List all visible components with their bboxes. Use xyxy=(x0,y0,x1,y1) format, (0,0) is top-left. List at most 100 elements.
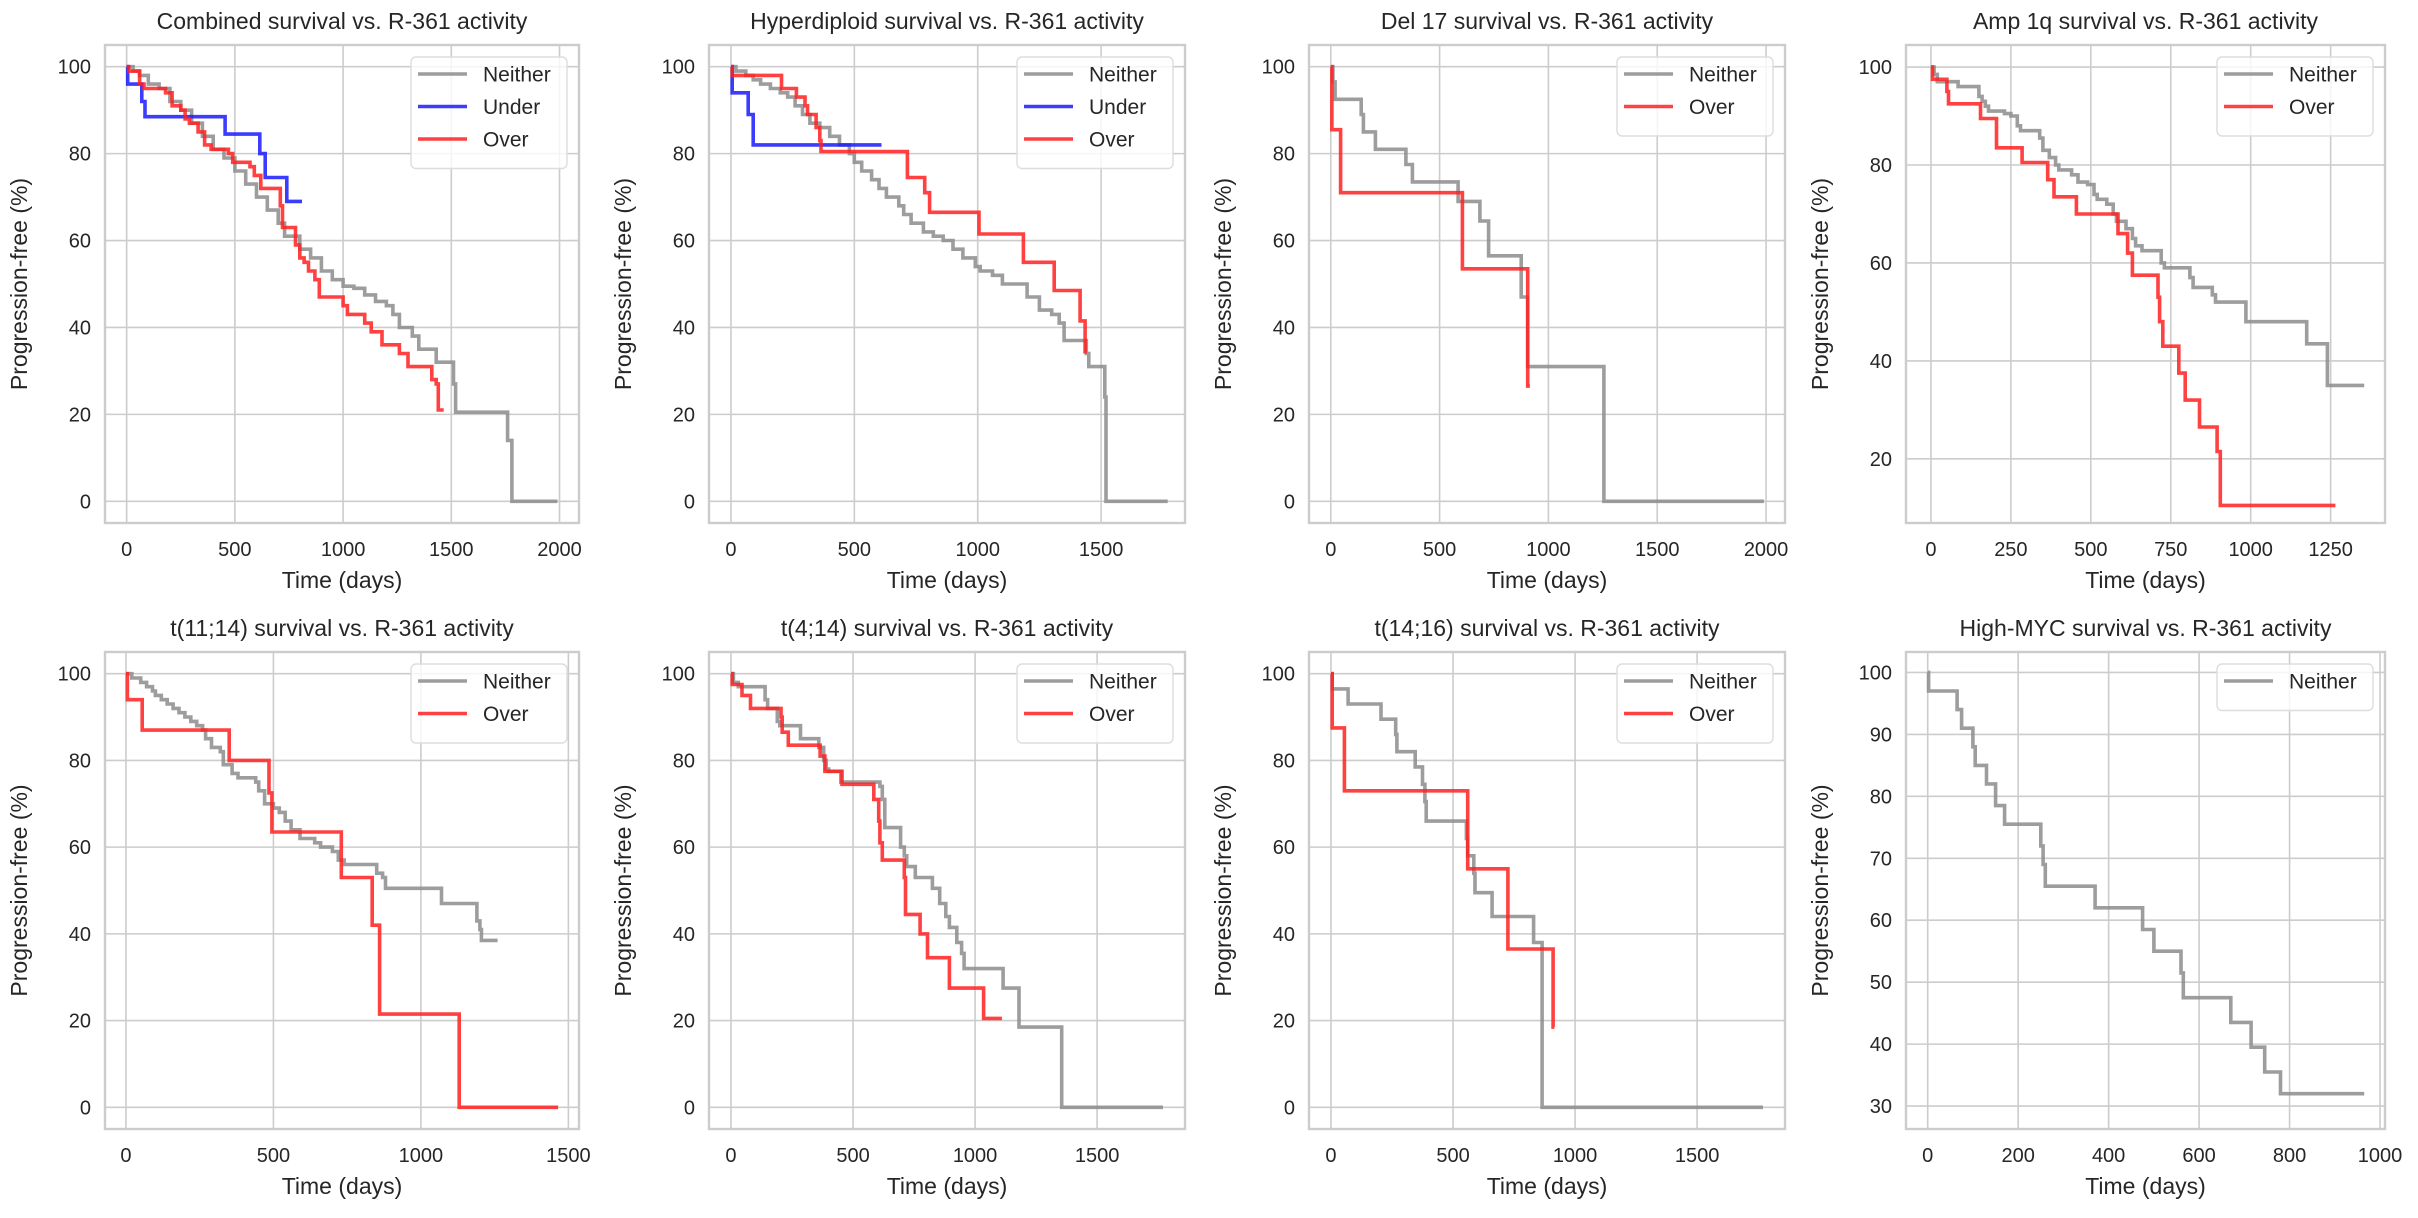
x-tick-label: 600 xyxy=(2182,1145,2215,1167)
x-tick-label: 1000 xyxy=(1526,539,1571,561)
y-tick-label: 60 xyxy=(69,837,91,859)
x-tick-label: 400 xyxy=(2092,1145,2125,1167)
x-axis-label: Time (days) xyxy=(887,567,1008,593)
y-tick-label: 100 xyxy=(58,57,91,79)
axes-frame xyxy=(1307,43,1787,525)
x-tick-label: 1250 xyxy=(2308,539,2353,561)
y-tick-label: 20 xyxy=(1870,449,1892,471)
chart-title: Hyperdiploid survival vs. R-361 activity xyxy=(750,8,1144,34)
survival-curve-neither xyxy=(1330,671,1763,1110)
y-tick-label: 80 xyxy=(673,750,695,772)
axes-frame xyxy=(1904,43,2387,525)
chart-panel-4: 0 250 500 750 1000 1250 20 40 60 80 100 Amp 1q surv… xyxy=(1807,8,2387,593)
y-tick-label: 70 xyxy=(1870,848,1892,870)
legend: Neither Over xyxy=(1616,663,1774,744)
x-axis-label: Time (days) xyxy=(887,1173,1008,1199)
y-tick-label: 40 xyxy=(1870,1034,1892,1056)
x-axis-label: Time (days) xyxy=(282,567,403,593)
y-tick-label: 60 xyxy=(1273,231,1295,253)
y-tick-label: 100 xyxy=(662,664,695,686)
x-tick-label: 500 xyxy=(1423,539,1456,561)
axes-frame xyxy=(103,650,581,1131)
x-tick-label: 0 xyxy=(1925,539,1936,561)
survival-curve-over xyxy=(730,64,1087,354)
legend-box xyxy=(2216,663,2374,712)
x-tick-label: 0 xyxy=(120,1145,131,1167)
x-tick-label: 1500 xyxy=(546,1145,591,1167)
y-tick-label: 40 xyxy=(673,924,695,946)
y-tick-label: 80 xyxy=(1273,750,1295,772)
chart-panel-5: 0 500 1000 1500 0 20 40 60 80 100 t(11;14) surviva… xyxy=(6,615,591,1199)
y-tick-label: 30 xyxy=(1870,1096,1892,1118)
survival-curve-over xyxy=(1330,64,1530,388)
y-tick-label: 20 xyxy=(1273,1011,1295,1033)
legend-label-neither: Neither xyxy=(2289,671,2357,694)
chart-panel-8: 0 200 400 600 800 1000 30 40 50 60 70 80 90 100 High-M… xyxy=(1807,615,2402,1199)
x-tick-label: 1500 xyxy=(1075,1145,1120,1167)
y-axis-label: Progression-free (%) xyxy=(1210,178,1236,390)
x-tick-label: 800 xyxy=(2273,1145,2306,1167)
y-tick-label: 60 xyxy=(673,231,695,253)
x-axis-label: Time (days) xyxy=(1487,1173,1608,1199)
chart-title: Combined survival vs. R-361 activity xyxy=(157,8,528,34)
y-tick-label: 80 xyxy=(1273,144,1295,166)
x-tick-label: 2000 xyxy=(1744,539,1789,561)
x-tick-label: 1000 xyxy=(953,1145,998,1167)
legend: Neither Over xyxy=(1616,56,1774,137)
legend-box xyxy=(1016,663,1174,744)
legend: Neither Under Over xyxy=(1016,56,1174,170)
x-tick-label: 1000 xyxy=(2228,539,2273,561)
axes-frame xyxy=(707,43,1187,525)
y-tick-label: 0 xyxy=(80,1097,91,1119)
legend-label-under: Under xyxy=(1089,96,1146,119)
y-tick-label: 20 xyxy=(69,1011,91,1033)
y-tick-label: 0 xyxy=(80,491,91,513)
legend-label-over: Over xyxy=(2289,96,2335,119)
legend-label-neither: Neither xyxy=(1089,671,1157,694)
legend-box xyxy=(2216,56,2374,137)
y-tick-label: 80 xyxy=(1870,786,1892,808)
y-axis-label: Progression-free (%) xyxy=(6,784,32,996)
y-tick-label: 100 xyxy=(1859,662,1892,684)
survival-curve-neither xyxy=(125,671,498,943)
legend-label-over: Over xyxy=(1089,129,1135,152)
x-tick-label: 500 xyxy=(2074,539,2107,561)
chart-title: High-MYC survival vs. R-361 activity xyxy=(1960,615,2332,641)
y-tick-label: 20 xyxy=(673,404,695,426)
survival-curve-over xyxy=(1330,671,1555,1029)
y-tick-label: 60 xyxy=(1870,253,1892,275)
y-tick-label: 60 xyxy=(1870,910,1892,932)
y-axis-label: Progression-free (%) xyxy=(1210,784,1236,996)
legend: Neither Over xyxy=(1016,663,1174,744)
y-axis-label: Progression-free (%) xyxy=(610,178,636,390)
y-tick-label: 0 xyxy=(1284,1097,1295,1119)
legend: Neither Under Over xyxy=(410,56,568,170)
legend-box xyxy=(410,663,568,744)
x-axis-label: Time (days) xyxy=(282,1173,403,1199)
x-tick-label: 1000 xyxy=(1553,1145,1598,1167)
survival-curve-over xyxy=(730,671,1002,1021)
y-tick-label: 80 xyxy=(1870,155,1892,177)
y-tick-label: 0 xyxy=(684,1097,695,1119)
x-tick-label: 1500 xyxy=(1635,539,1680,561)
survival-curve-neither xyxy=(1930,65,2365,388)
y-tick-label: 60 xyxy=(1273,837,1295,859)
y-tick-label: 40 xyxy=(1273,924,1295,946)
y-axis-label: Progression-free (%) xyxy=(1807,784,1833,996)
x-tick-label: 500 xyxy=(836,1145,869,1167)
y-tick-label: 40 xyxy=(673,317,695,339)
axes-frame xyxy=(103,43,581,525)
chart-title: t(11;14) survival vs. R-361 activity xyxy=(170,615,514,641)
x-axis-label: Time (days) xyxy=(2085,1173,2206,1199)
axes-frame xyxy=(707,650,1187,1131)
x-tick-label: 500 xyxy=(1436,1145,1469,1167)
x-tick-label: 500 xyxy=(838,539,871,561)
chart-panel-1: 0 500 1000 1500 2000 0 20 40 60 80 100 Combined sur… xyxy=(6,8,582,593)
x-tick-label: 200 xyxy=(2001,1145,2034,1167)
y-tick-label: 90 xyxy=(1870,724,1892,746)
x-tick-label: 0 xyxy=(725,1145,736,1167)
y-tick-label: 80 xyxy=(673,144,695,166)
y-tick-label: 80 xyxy=(69,750,91,772)
y-tick-label: 40 xyxy=(69,924,91,946)
